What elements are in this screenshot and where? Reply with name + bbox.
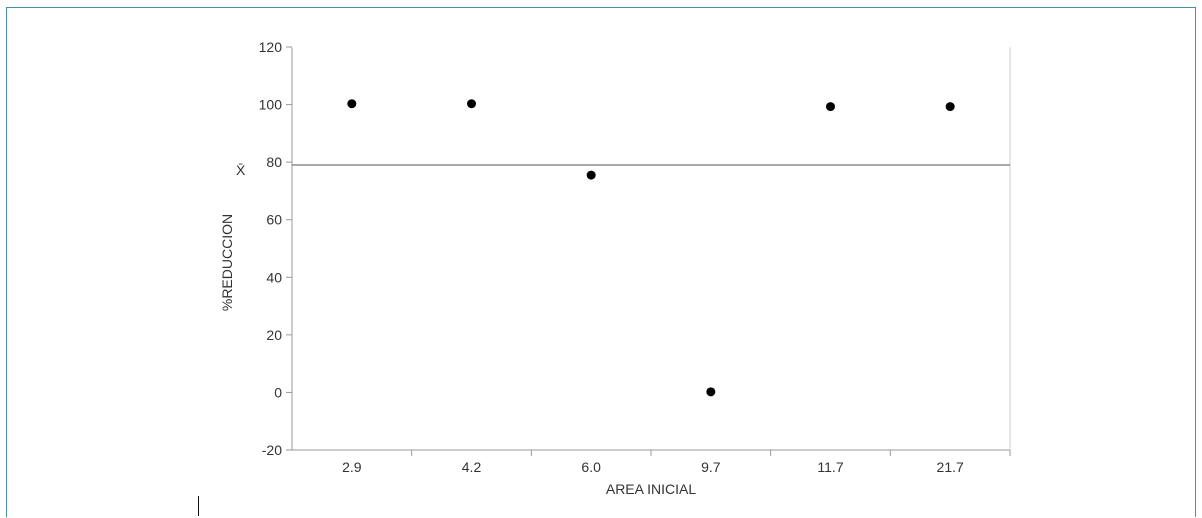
y-axis-title: %REDUCCION	[219, 214, 235, 311]
x-tick-label: 4.2	[462, 459, 482, 475]
x-tick-label: 11.7	[817, 459, 843, 475]
y-tick-label: 60	[266, 212, 282, 228]
y-tick-label: 120	[259, 39, 283, 55]
y-tick-label: 80	[266, 154, 282, 170]
data-point	[945, 102, 955, 112]
x-tick-label: 6.0	[581, 459, 601, 475]
y-tick-label: 40	[266, 269, 282, 285]
y-ticks: -20 0 20 40 60 80 100 120	[259, 39, 292, 458]
x-tick-label: 21.7	[937, 459, 964, 475]
chart-frame	[6, 7, 1196, 517]
x-tick-label: 9.7	[701, 459, 721, 475]
mean-reference-label: X̄	[236, 162, 246, 178]
y-tick-label: 100	[259, 97, 283, 113]
data-point	[586, 170, 596, 180]
y-tick-label: 20	[266, 327, 282, 343]
data-point	[467, 99, 476, 109]
data-point	[347, 99, 357, 109]
axes	[291, 46, 1011, 451]
x-ticks: 2.9 4.2 6.0 9.7 11.7 21.7	[342, 450, 1011, 475]
text-cursor	[198, 496, 199, 516]
data-points	[347, 99, 955, 397]
x-axis-title: AREA INICIAL	[606, 481, 696, 497]
data-point	[826, 102, 835, 112]
y-tick-label: -20	[262, 442, 282, 458]
x-tick-label: 2.9	[342, 459, 362, 475]
data-point	[706, 387, 716, 397]
y-tick-label: 0	[274, 384, 282, 400]
